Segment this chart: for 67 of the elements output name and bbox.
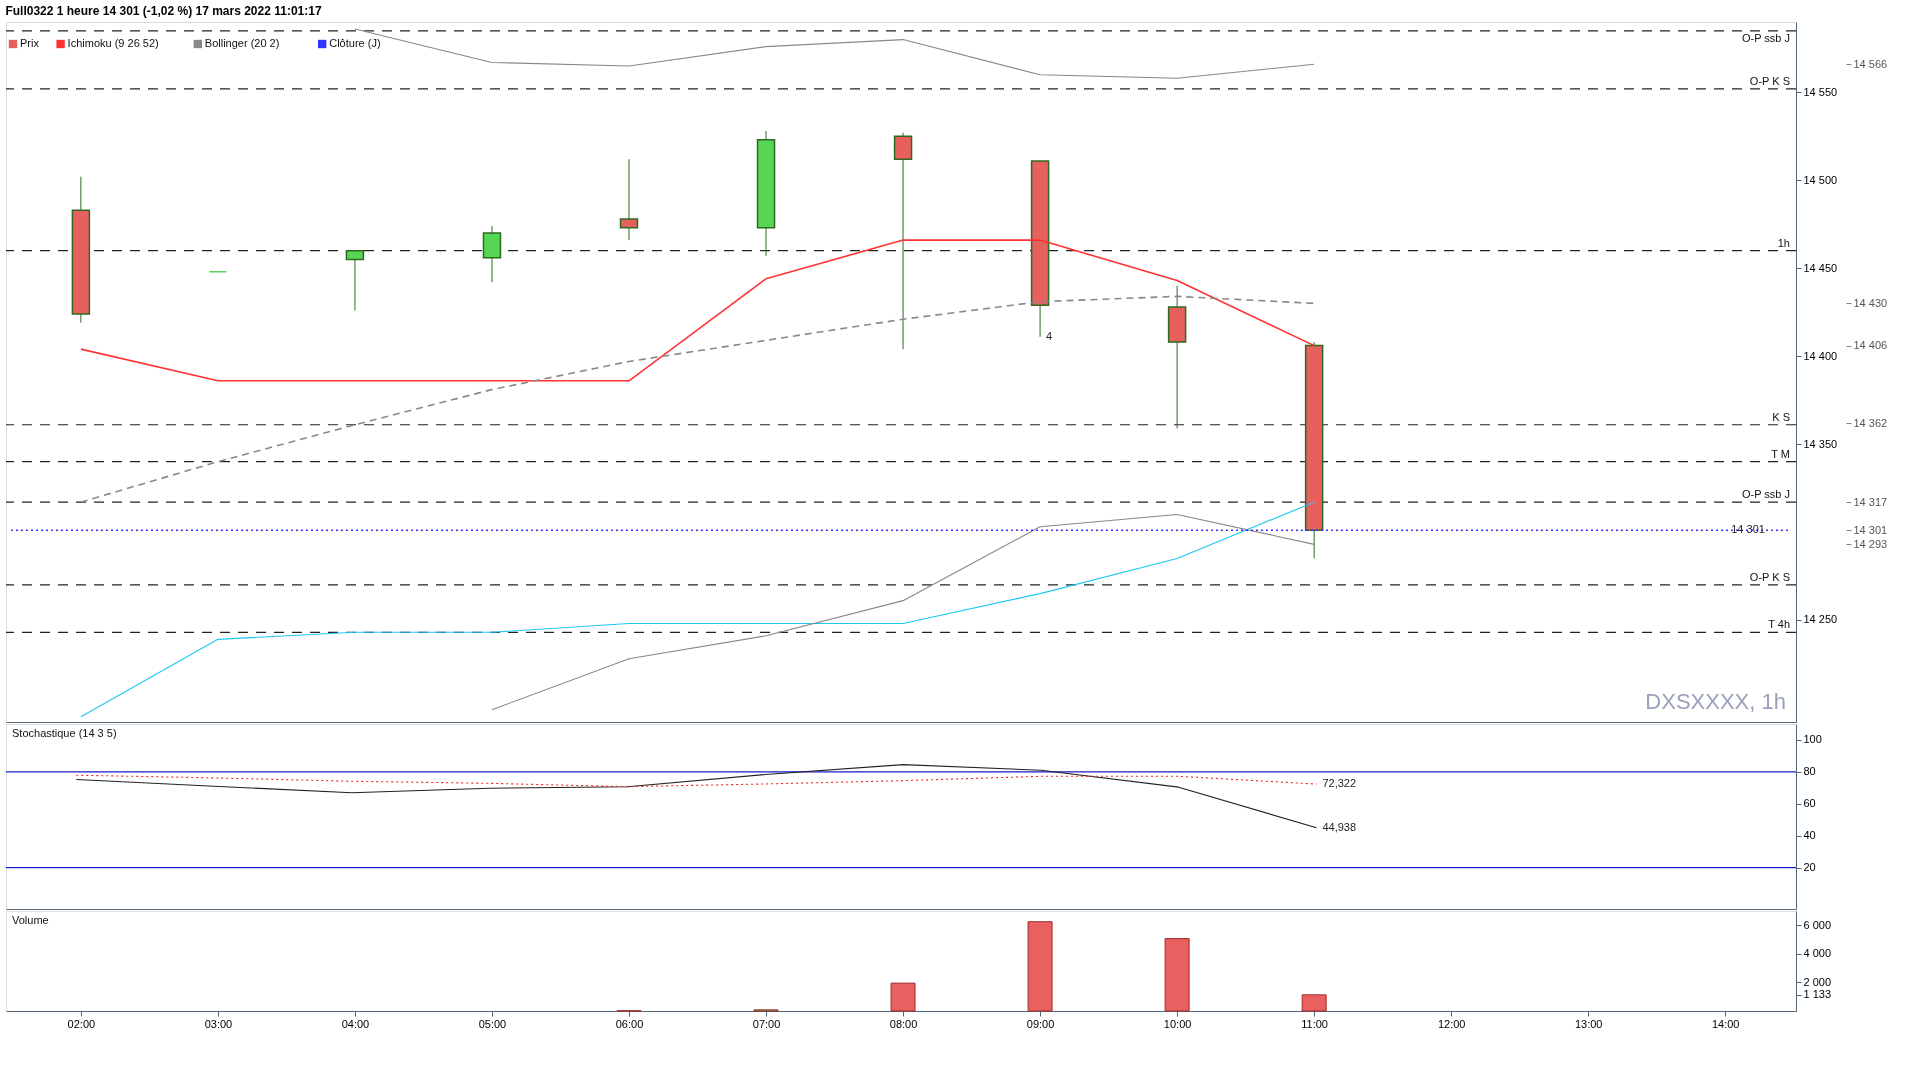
legend-label: Bollinger (20 2) [204, 37, 280, 49]
y-tick-label: 100 [1803, 733, 1822, 746]
chart-title: Stochastique (14 3 5) [12, 727, 117, 739]
candlestick [345, 249, 365, 311]
y2-tick-label: 14 566 [1853, 57, 1888, 70]
legend-label: Prix [20, 37, 40, 49]
ref-line-label: T M [1771, 447, 1790, 460]
candlestick [619, 158, 639, 241]
y2-tick-label: 14 301 [1853, 523, 1888, 536]
y2-tick-label: 14 362 [1853, 416, 1888, 429]
line-series [75, 764, 1318, 829]
annotation: 44,938 [1322, 820, 1357, 833]
y-tick-label: 40 [1803, 829, 1816, 842]
bar [890, 982, 916, 1012]
line-series [80, 239, 1315, 382]
y-tick-label: 60 [1803, 797, 1816, 810]
annotation: 14 301 [1731, 523, 1765, 536]
y2-tick-label: 14 293 [1853, 537, 1888, 550]
y-tick-label: 14 500 [1803, 173, 1838, 186]
ref-line-label: O-P ssb J [1741, 488, 1790, 501]
x-tick-label: 02:00 [67, 1017, 96, 1030]
x-tick-label: 04:00 [341, 1017, 370, 1030]
x-tick-label: 12:00 [1437, 1017, 1466, 1030]
y-tick-label: 14 550 [1803, 85, 1838, 98]
x-tick-label: 09:00 [1026, 1017, 1055, 1030]
y-tick-label: 14 450 [1803, 261, 1838, 274]
ref-line-label: O-P ssb J [1741, 31, 1790, 44]
x-tick-label: 06:00 [615, 1017, 644, 1030]
x-tick-label: 10:00 [1163, 1017, 1192, 1030]
x-tick-label: 14:00 [1711, 1017, 1740, 1030]
legend-label: Ichimoku (9 26 52) [67, 37, 159, 49]
y2-tick-label: 14 406 [1853, 339, 1888, 352]
annotation: 72,322 [1322, 777, 1357, 790]
annotation: 4 [1046, 329, 1053, 342]
y-tick-label: 20 [1803, 861, 1816, 874]
bar [1027, 921, 1053, 1012]
y-tick-label: 14 400 [1803, 349, 1838, 362]
line-series [80, 295, 1315, 503]
ref-line-label: 1h [1777, 236, 1790, 249]
y-tick-label: 1 133 [1803, 988, 1832, 1001]
chart-title: Full0322 1 heure 14 301 (-1,02 %) 17 mars 2022 11:01:17 [5, 4, 322, 18]
x-tick-label: 03:00 [204, 1017, 233, 1030]
x-tick-label: 11:00 [1301, 1017, 1328, 1030]
x-tick-label: 05:00 [478, 1017, 507, 1030]
candlestick [893, 132, 913, 350]
ref-line-label: O-P K S [1749, 570, 1790, 583]
ref-line-label: T 4h [1768, 618, 1790, 631]
y-tick-label: 80 [1803, 765, 1816, 778]
y-tick-label: 14 250 [1803, 613, 1838, 626]
x-tick-label: 13:00 [1574, 1017, 1603, 1030]
bar [1164, 938, 1190, 1012]
x-tick-label: 08:00 [889, 1017, 918, 1030]
annotation: DXSXXXX, 1h [1645, 689, 1786, 714]
ref-line-label: K S [1772, 410, 1790, 423]
y-tick-label: 4 000 [1803, 947, 1832, 960]
x-tick-label: 07:00 [752, 1017, 781, 1030]
ref-line-label: O-P K S [1749, 74, 1790, 87]
y-tick-label: 6 000 [1803, 918, 1832, 931]
line-series [80, 501, 1315, 718]
y-tick-label: 14 350 [1803, 437, 1838, 450]
y-tick-label: 2 000 [1803, 975, 1832, 988]
bar [1301, 994, 1327, 1012]
legend-label: Clôture (J) [329, 37, 381, 49]
chart-title: Volume [12, 914, 49, 926]
line-series [491, 513, 1315, 711]
y2-tick-label: 14 430 [1853, 296, 1888, 309]
y2-tick-label: 14 317 [1853, 495, 1888, 508]
